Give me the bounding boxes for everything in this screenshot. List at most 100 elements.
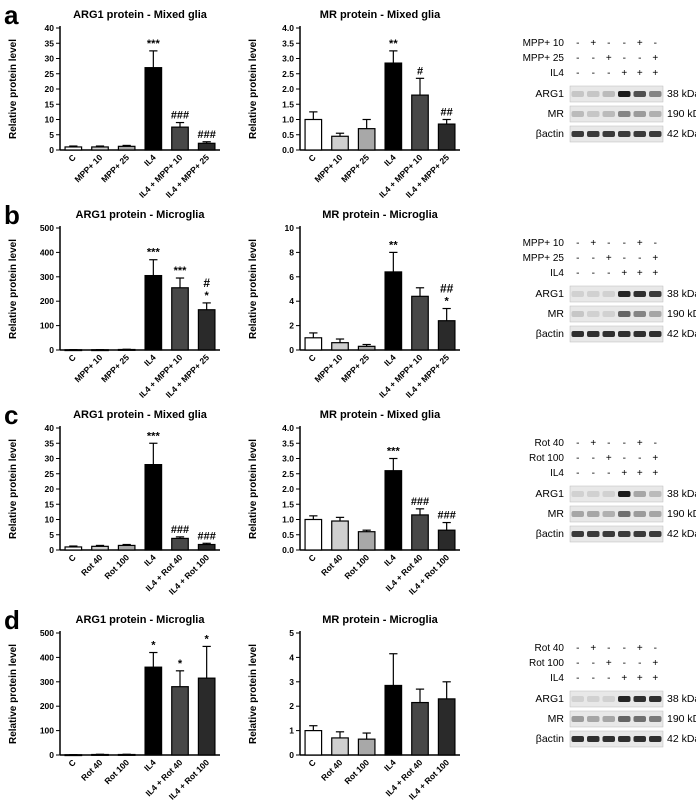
- treatment-label: Rot 40: [535, 643, 565, 654]
- treatment-sign: -: [592, 658, 595, 669]
- bar: [91, 545, 109, 551]
- bar: [144, 463, 163, 551]
- kda-label: 42 kDa: [667, 328, 696, 340]
- blot-band: [602, 131, 615, 137]
- bar: [91, 146, 109, 151]
- y-tick-label: 200: [40, 701, 54, 711]
- y-tick-label: 0: [49, 145, 54, 155]
- treatment-sign: -: [592, 453, 595, 464]
- bar: [117, 145, 136, 151]
- treatment-sign: +: [606, 658, 612, 669]
- x-tick-label: MPP+ 10: [72, 352, 104, 384]
- blot-band: [602, 311, 615, 317]
- y-tick-label: 35: [45, 438, 55, 448]
- y-tick-label: 0: [289, 345, 294, 355]
- treatment-label: Rot 100: [529, 658, 564, 669]
- protein-label: βactin: [536, 128, 564, 140]
- x-tick-label: C: [306, 152, 317, 163]
- y-axis-label: Relative protein level: [248, 239, 259, 339]
- blot-band: [633, 311, 646, 317]
- western-blot: Rot 40- + - - + -Rot 100- - + - - +IL4- - - + + +ARG1 38…: [529, 438, 696, 543]
- x-tick-label: Rot 40: [319, 757, 345, 783]
- blot-band: [571, 131, 584, 137]
- y-tick-label: 1.5: [282, 99, 294, 109]
- significance-label: ##: [441, 107, 453, 119]
- bar: [384, 271, 403, 351]
- kda-label: 42 kDa: [667, 128, 696, 140]
- y-tick-label: 300: [40, 677, 54, 687]
- y-tick-label: 2.5: [282, 469, 294, 479]
- protein-label: βactin: [536, 733, 564, 745]
- treatment-sign: -: [623, 253, 626, 264]
- blot-band: [571, 511, 584, 517]
- y-tick-label: 30: [45, 54, 55, 64]
- protein-label: βactin: [536, 328, 564, 340]
- bar: [437, 529, 456, 551]
- significance-label: ***: [174, 265, 188, 277]
- y-tick-label: 0.5: [282, 130, 294, 140]
- bar: [411, 514, 429, 551]
- blot-band: [618, 91, 631, 97]
- treatment-sign: -: [592, 673, 595, 684]
- treatment-sign: -: [607, 673, 610, 684]
- chart-title: ARG1 protein - Mixed glia: [73, 409, 208, 421]
- protein-label: MR: [548, 308, 565, 320]
- y-tick-label: 500: [40, 223, 54, 233]
- blot-band: [633, 91, 646, 97]
- x-tick-label: C: [66, 757, 77, 768]
- bar: [411, 701, 429, 756]
- protein-label: MR: [548, 508, 565, 520]
- blot-band: [649, 511, 662, 517]
- bar: [357, 128, 376, 151]
- blot-band: [602, 111, 615, 117]
- blot-strip: [569, 525, 664, 543]
- blot-band: [633, 111, 646, 117]
- blot-band: [618, 736, 631, 742]
- y-tick-label: 4.0: [282, 423, 294, 433]
- kda-label: 42 kDa: [667, 733, 696, 745]
- x-tick-label: IL4: [382, 352, 398, 368]
- panel-letter: b: [4, 200, 20, 230]
- x-tick-label: IL4: [142, 757, 158, 773]
- chart-title: ARG1 protein - Microglia: [76, 614, 206, 626]
- y-tick-label: 100: [40, 726, 54, 736]
- blot-band: [618, 696, 631, 702]
- blot-band: [602, 91, 615, 97]
- significance-label: ##: [440, 282, 454, 296]
- x-tick-label: MPP+ 25: [339, 352, 371, 384]
- bar: [64, 546, 83, 551]
- bar: [437, 320, 456, 351]
- y-tick-label: 0: [49, 750, 54, 760]
- blot-band: [633, 331, 646, 337]
- treatment-sign: -: [623, 453, 626, 464]
- y-tick-label: 6: [289, 272, 294, 282]
- bar-chart: ARG1 protein - Microglia Relative protein…: [8, 209, 220, 400]
- y-tick-label: 2.0: [282, 484, 294, 494]
- treatment-sign: -: [623, 643, 626, 654]
- protein-label: ARG1: [535, 288, 564, 300]
- blot-band: [587, 91, 600, 97]
- significance-label: ***: [147, 430, 161, 442]
- x-tick-label: Rot 100: [102, 552, 131, 581]
- y-tick-label: 10: [285, 223, 295, 233]
- treatment-sign: +: [621, 68, 627, 79]
- y-tick-label: 3: [289, 677, 294, 687]
- bar: [304, 118, 323, 151]
- significance-label: ***: [147, 247, 161, 259]
- x-tick-label: IL4: [142, 552, 158, 568]
- blot-band: [618, 511, 631, 517]
- significance-label: ###: [197, 530, 215, 542]
- blot-band: [649, 696, 662, 702]
- treatment-sign: +: [621, 673, 627, 684]
- x-tick-label: C: [66, 352, 77, 363]
- treatment-sign: +: [637, 38, 643, 49]
- x-tick-label: C: [306, 352, 317, 363]
- treatment-sign: -: [638, 658, 641, 669]
- y-tick-label: 500: [40, 628, 54, 638]
- bar: [171, 686, 189, 756]
- treatment-sign: -: [592, 53, 595, 64]
- y-tick-label: 2.0: [282, 84, 294, 94]
- bar: [197, 543, 216, 551]
- protein-label: ARG1: [535, 88, 564, 100]
- significance-label: ###: [171, 110, 189, 122]
